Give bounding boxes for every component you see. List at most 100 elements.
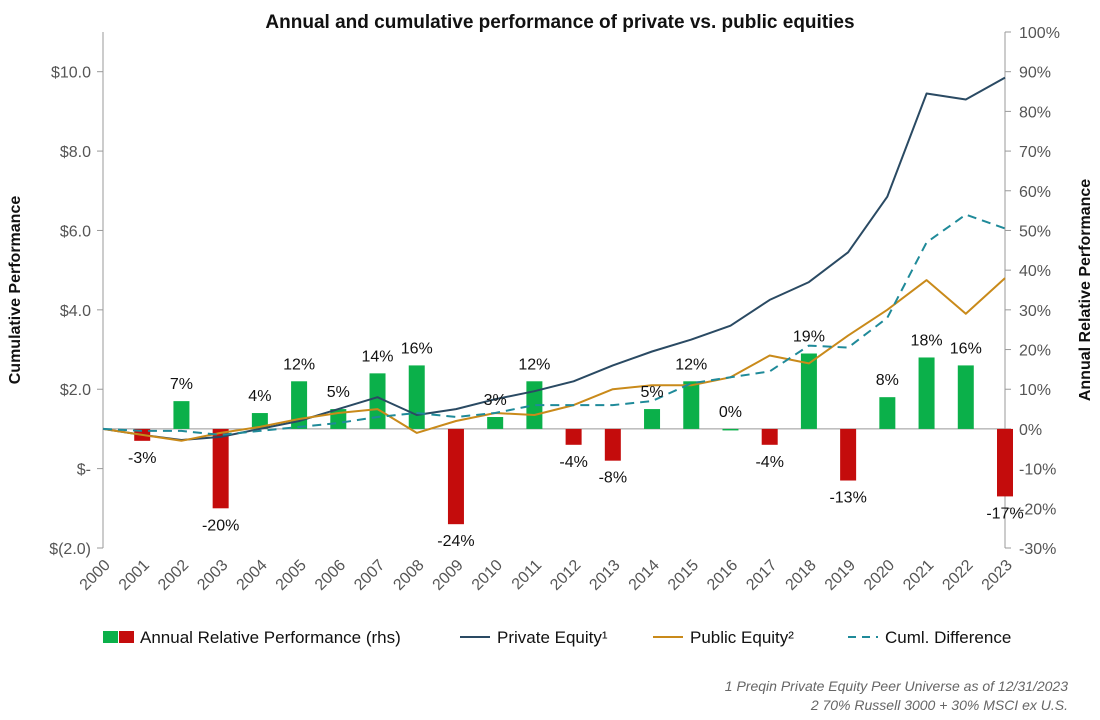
relative-performance-bar: [291, 381, 308, 429]
axes-group: $(2.0) $- $2.0 $4.0 $6.0 $8.0 $10.0 -30% -20% -10…: [49, 25, 1060, 558]
series-line-private-equity: [102, 76, 1006, 441]
bar-data-label: 12%: [675, 356, 707, 373]
relative-performance-bar: [761, 428, 778, 445]
y2-tick-label: -30%: [1019, 541, 1056, 558]
x-tick-label: 2009: [430, 557, 467, 594]
x-tick-label: 2020: [861, 557, 898, 594]
bar-data-label: -8%: [599, 470, 627, 487]
bar-data-label: 12%: [518, 356, 550, 373]
x-tick-label: 2018: [783, 557, 820, 594]
y2-tick-label: 60%: [1019, 184, 1051, 201]
y2-tick-label: -10%: [1019, 462, 1056, 479]
y2-tick-label: 20%: [1019, 343, 1051, 360]
y2-tick-label: 70%: [1019, 144, 1051, 161]
y2-axis-label: Annual Relative Performance: [1077, 179, 1094, 401]
relative-performance-bar: [840, 428, 857, 481]
x-tick-label: 2015: [665, 557, 702, 594]
x-tick-label: 2000: [77, 557, 114, 594]
relative-performance-bar: [683, 381, 700, 429]
x-tick-label: 2008: [390, 557, 427, 594]
bar-data-label: 16%: [401, 340, 433, 357]
lines-group: [102, 76, 1006, 442]
legend-label-bars: Annual Relative Performance (rhs): [140, 628, 401, 647]
y-axis-label: Cumulative Performance: [7, 196, 24, 385]
y-tick-label: $2.0: [60, 382, 91, 399]
y2-tick-label: 0%: [1019, 422, 1042, 439]
bar-data-label: 0%: [719, 404, 742, 421]
x-tick-label: 2012: [547, 557, 584, 594]
y-tick-label: $(2.0): [49, 541, 91, 558]
x-tick-label: 2014: [626, 557, 663, 594]
footnote-1: 1 Preqin Private Equity Peer Universe as…: [725, 678, 1068, 694]
bar-data-label: 19%: [793, 329, 825, 346]
relative-performance-bar: [957, 365, 974, 429]
bar-data-label: -13%: [829, 490, 866, 507]
x-tick-label: 2010: [469, 557, 506, 594]
legend-label: Private Equity¹: [497, 628, 608, 647]
x-tick-label: 2016: [704, 557, 741, 594]
y2-tick-label: 40%: [1019, 263, 1051, 280]
footnotes: 1 Preqin Private Equity Peer Universe as…: [725, 678, 1068, 713]
legend-swatch-positive: [103, 631, 118, 643]
x-tick-label: 2019: [822, 557, 859, 594]
x-tick-label: 2005: [273, 557, 310, 594]
relative-performance-bar: [644, 409, 661, 429]
bar-data-label: -17%: [986, 505, 1023, 522]
x-tick-label: 2007: [351, 557, 388, 594]
bar-data-label: -3%: [128, 450, 156, 467]
relative-performance-bar: [212, 428, 229, 509]
y-tick-label: $-: [77, 462, 91, 479]
chart-title: Annual and cumulative performance of pri…: [265, 12, 854, 33]
y-tick-label: $6.0: [60, 223, 91, 240]
bar-data-label: 14%: [362, 348, 394, 365]
relative-performance-bar: [800, 353, 817, 429]
y2-tick-label: 10%: [1019, 382, 1051, 399]
x-tick-label: 2001: [116, 557, 153, 594]
x-tick-label: 2004: [234, 557, 271, 594]
bar-data-label: 4%: [248, 388, 271, 405]
bars-group: [134, 353, 1013, 525]
relative-performance-bar: [526, 381, 543, 429]
legend: Annual Relative Performance (rhs) Private…: [103, 628, 1011, 647]
legend-label: Public Equity²: [690, 628, 794, 647]
y-tick-label: $10.0: [51, 65, 91, 82]
y2-tick-label: 50%: [1019, 223, 1051, 240]
x-tick-label: 2002: [155, 557, 192, 594]
bar-data-label: 16%: [950, 340, 982, 357]
bar-data-label: -4%: [559, 454, 587, 471]
relative-performance-bar: [173, 401, 190, 429]
x-tick-label: 2006: [312, 557, 349, 594]
relative-performance-bar: [408, 365, 425, 429]
bar-data-label: 5%: [640, 384, 663, 401]
series-line-cuml-difference: [102, 213, 1006, 436]
x-tick-label: 2013: [586, 557, 623, 594]
relative-performance-bar: [565, 428, 582, 445]
bar-data-label: -20%: [202, 517, 239, 534]
y-tick-label: $4.0: [60, 303, 91, 320]
y2-tick-label: 80%: [1019, 104, 1051, 121]
relative-performance-bar: [604, 428, 621, 461]
bar-data-label: -24%: [437, 533, 474, 550]
footnote-2: 2 70% Russell 3000 + 30% MSCI ex U.S.: [810, 697, 1068, 713]
relative-performance-bar: [722, 428, 739, 431]
y-tick-label: $8.0: [60, 144, 91, 161]
y2-tick-label: 100%: [1019, 25, 1060, 42]
bar-data-label: 5%: [327, 384, 350, 401]
relative-performance-bar: [447, 428, 464, 525]
legend-swatch-negative: [119, 631, 134, 643]
relative-performance-bar: [369, 373, 386, 429]
bar-data-label: -4%: [755, 454, 783, 471]
relative-performance-bar: [997, 428, 1013, 497]
legend-label: Cuml. Difference: [885, 628, 1011, 647]
x-tick-label: 2021: [900, 557, 937, 594]
y2-tick-label: 90%: [1019, 65, 1051, 82]
y2-tick-label: -20%: [1019, 501, 1056, 518]
x-tick-label: 2022: [939, 557, 976, 594]
bar-data-label: 3%: [484, 392, 507, 409]
relative-performance-bar: [918, 357, 935, 429]
bar-data-label: 18%: [911, 332, 943, 349]
bar-data-label: 8%: [876, 372, 899, 389]
x-ticks-group: 2000 2001 2002 2003 2004 2005 2006 2007 2008 2009…: [77, 557, 1016, 594]
relative-performance-bar: [251, 413, 268, 429]
